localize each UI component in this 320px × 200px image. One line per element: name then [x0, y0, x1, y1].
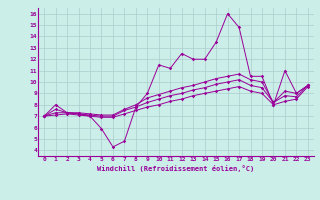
X-axis label: Windchill (Refroidissement éolien,°C): Windchill (Refroidissement éolien,°C) — [97, 165, 255, 172]
